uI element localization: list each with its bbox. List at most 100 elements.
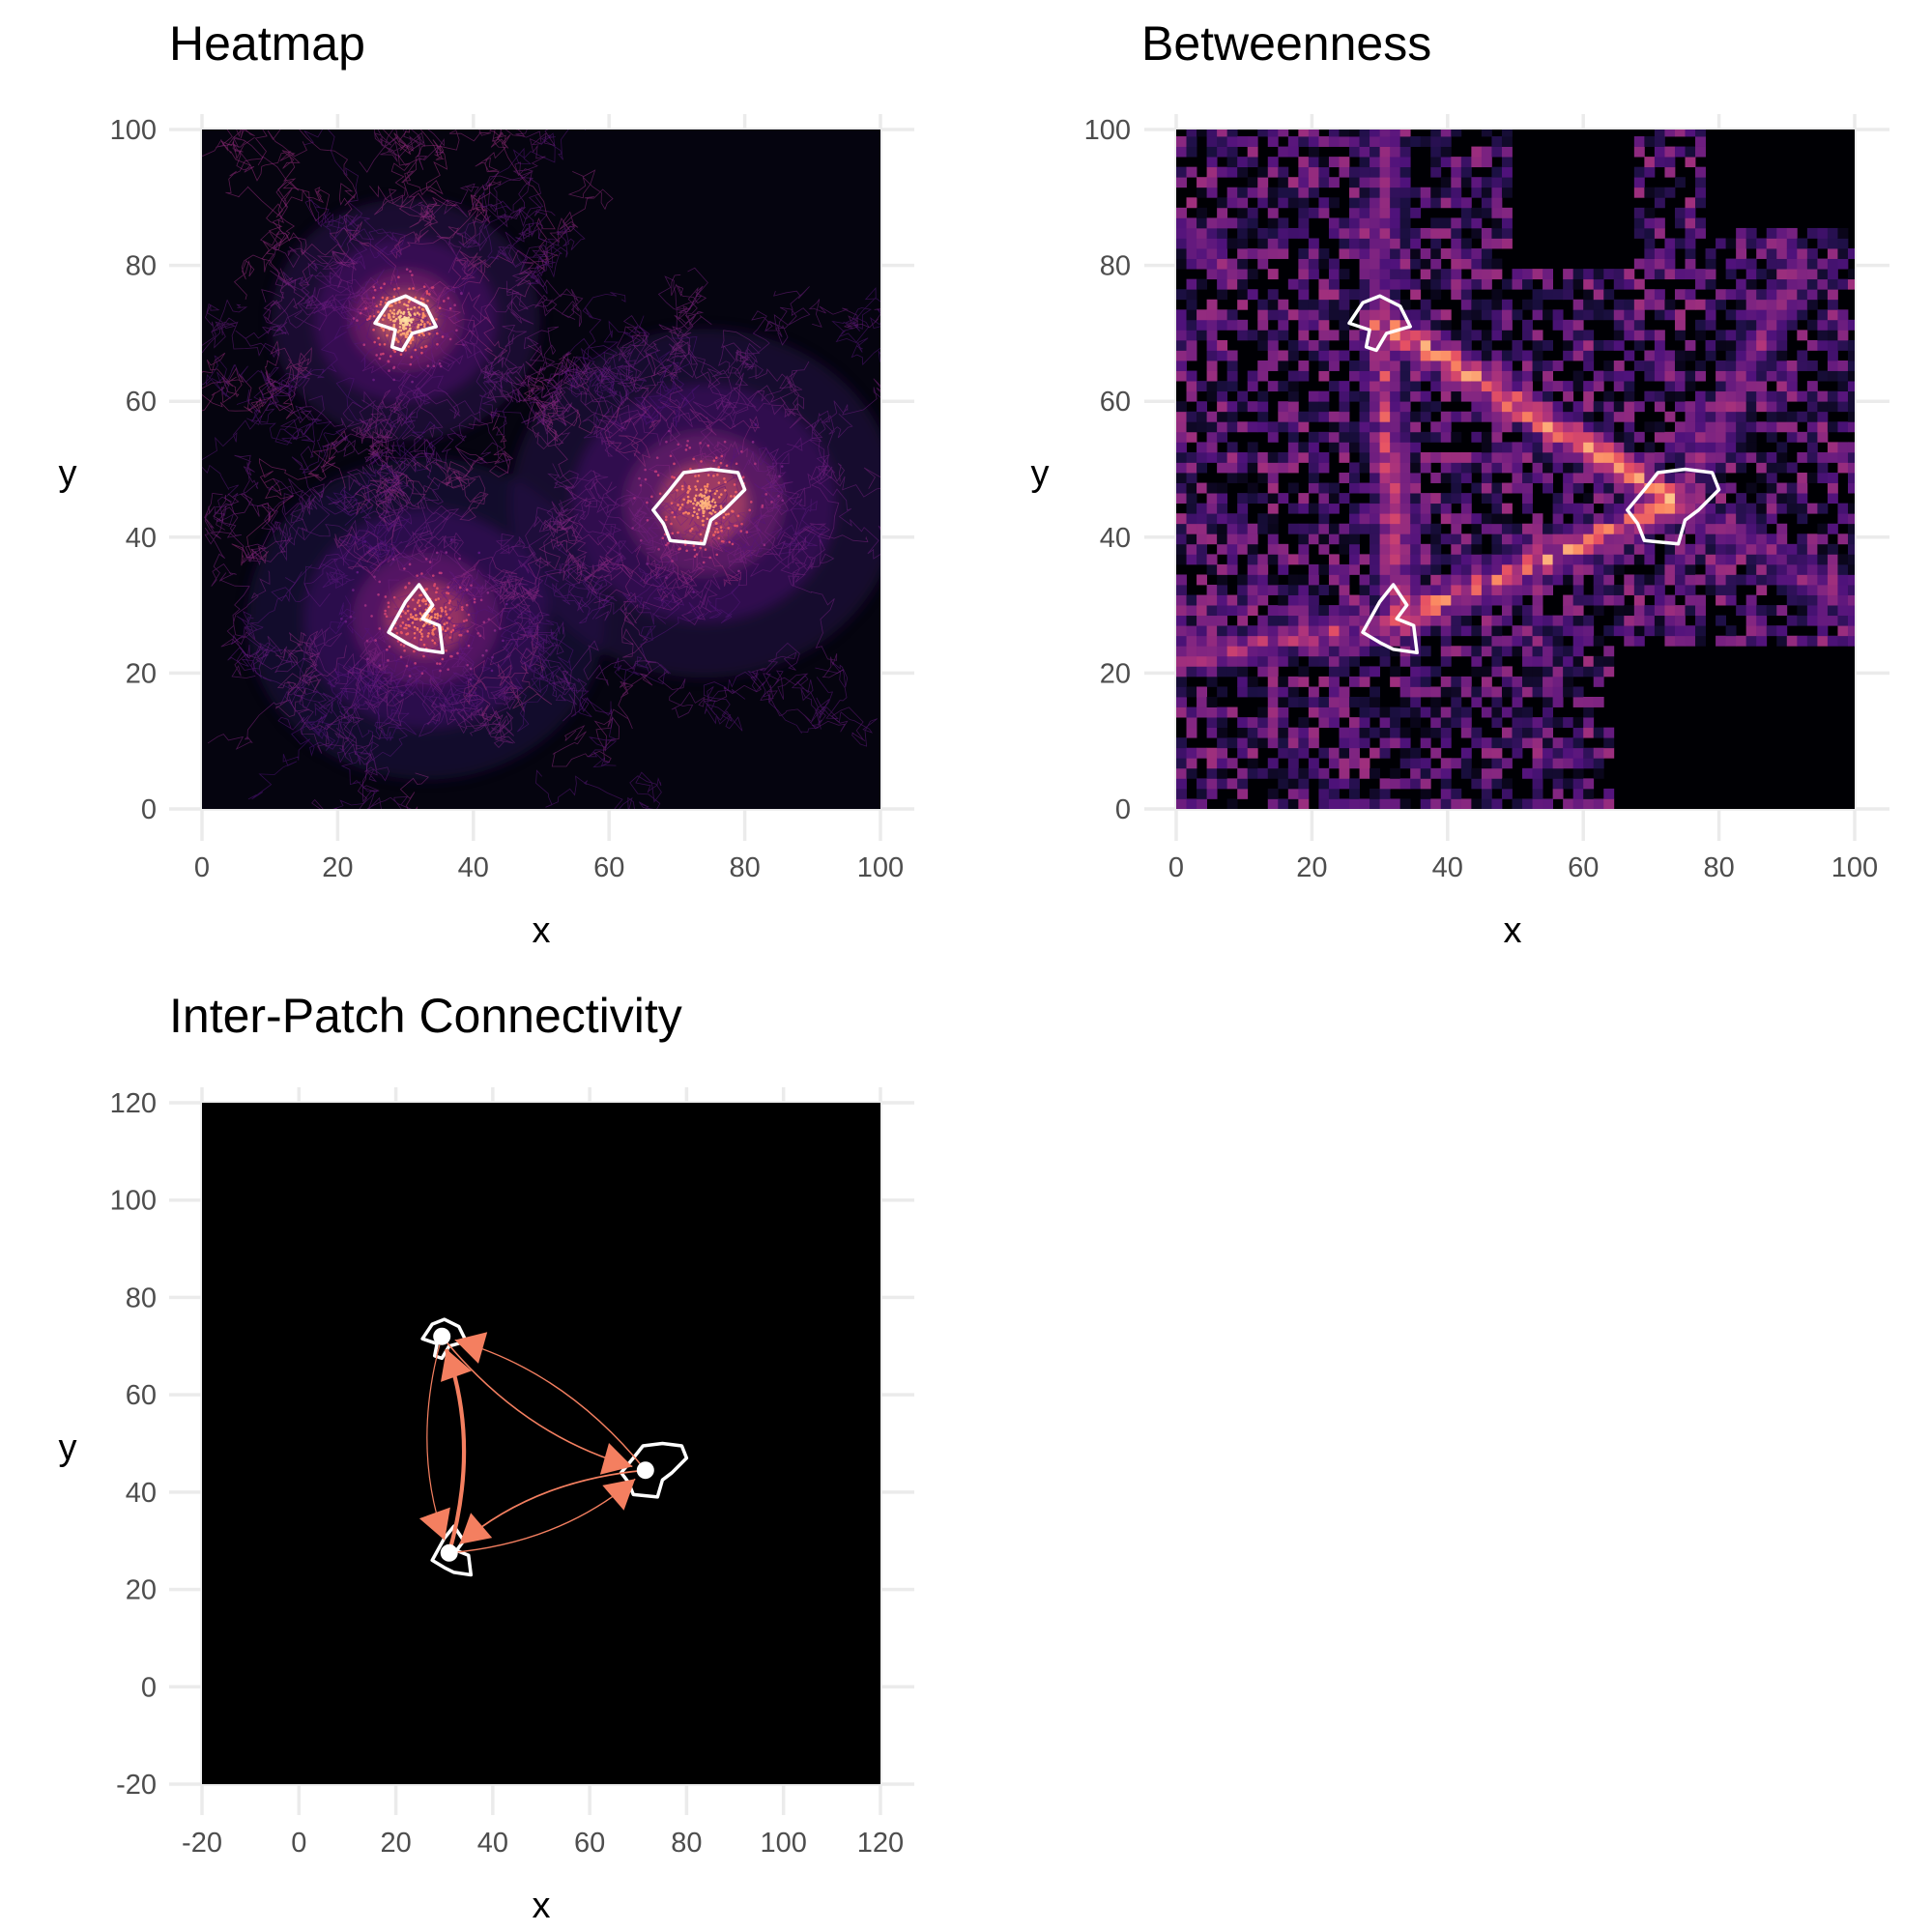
density-speck bbox=[420, 632, 423, 636]
betweenness-cell bbox=[1716, 503, 1727, 514]
betweenness-cell bbox=[1226, 136, 1238, 147]
betweenness-cell bbox=[1410, 778, 1422, 790]
betweenness-cell bbox=[1572, 401, 1584, 413]
density-speck bbox=[683, 543, 687, 546]
y-tick-label: 80 bbox=[126, 251, 157, 282]
betweenness-cell bbox=[1532, 533, 1543, 545]
betweenness-cell bbox=[1349, 727, 1360, 738]
betweenness-cell bbox=[1287, 278, 1299, 290]
betweenness-cell bbox=[1481, 207, 1492, 218]
betweenness-cell bbox=[1287, 197, 1299, 209]
betweenness-cell bbox=[1481, 493, 1492, 505]
betweenness-cell bbox=[1328, 157, 1340, 168]
betweenness-cell bbox=[1837, 585, 1849, 595]
betweenness-cell bbox=[1633, 258, 1645, 270]
betweenness-cell bbox=[1654, 136, 1665, 147]
betweenness-cell bbox=[1705, 533, 1716, 545]
y-axis-label-heatmap: y bbox=[59, 453, 77, 494]
betweenness-cell bbox=[1654, 563, 1665, 575]
betweenness-cell bbox=[1563, 462, 1574, 474]
betweenness-cell bbox=[1827, 339, 1838, 351]
betweenness-cell bbox=[1827, 615, 1838, 626]
betweenness-cell bbox=[1390, 360, 1401, 371]
betweenness-cell bbox=[1328, 217, 1340, 229]
betweenness-cell bbox=[1644, 615, 1656, 626]
betweenness-cell bbox=[1197, 278, 1207, 290]
movement-track bbox=[378, 400, 512, 519]
betweenness-cell bbox=[1532, 370, 1543, 382]
betweenness-cell bbox=[1491, 493, 1503, 505]
betweenness-cell bbox=[1440, 615, 1452, 626]
betweenness-cell bbox=[1817, 523, 1829, 534]
betweenness-cell bbox=[1298, 258, 1310, 270]
betweenness-cell bbox=[1339, 574, 1350, 586]
betweenness-cell bbox=[1206, 421, 1218, 433]
betweenness-cell bbox=[1664, 269, 1676, 280]
betweenness-cell bbox=[1298, 269, 1310, 280]
density-speck bbox=[383, 342, 387, 346]
betweenness-cell bbox=[1410, 319, 1422, 331]
betweenness-cell bbox=[1308, 482, 1319, 494]
density-speck bbox=[422, 643, 426, 647]
betweenness-cell bbox=[1624, 350, 1635, 361]
betweenness-cell bbox=[1318, 166, 1330, 178]
betweenness-cell bbox=[1716, 543, 1727, 555]
betweenness-cell bbox=[1308, 585, 1319, 595]
betweenness-cell bbox=[1460, 390, 1472, 402]
betweenness-cell bbox=[1776, 411, 1788, 422]
betweenness-cell bbox=[1328, 130, 1340, 137]
betweenness-cell bbox=[1766, 330, 1777, 341]
betweenness-cell bbox=[1776, 339, 1788, 351]
betweenness-cell bbox=[1847, 390, 1855, 402]
betweenness-cell bbox=[1471, 646, 1483, 657]
betweenness-cell bbox=[1440, 625, 1452, 637]
betweenness-cell bbox=[1827, 563, 1838, 575]
betweenness-cell bbox=[1206, 655, 1218, 667]
density-speck bbox=[754, 462, 757, 466]
density-speck bbox=[657, 548, 660, 551]
betweenness-cell bbox=[1278, 594, 1289, 606]
betweenness-cell bbox=[1716, 442, 1727, 453]
betweenness-cell bbox=[1644, 442, 1656, 453]
betweenness-cell bbox=[1420, 737, 1431, 749]
density-speck bbox=[413, 636, 417, 640]
betweenness-cell bbox=[1776, 330, 1788, 341]
betweenness-cell bbox=[1705, 503, 1716, 514]
movement-track bbox=[437, 568, 565, 655]
movement-track bbox=[831, 287, 880, 366]
movement-track bbox=[364, 352, 460, 475]
betweenness-cell bbox=[1481, 177, 1492, 188]
betweenness-cell bbox=[1552, 493, 1564, 505]
betweenness-cell bbox=[1410, 442, 1422, 453]
betweenness-cell bbox=[1451, 350, 1462, 361]
betweenness-cell bbox=[1603, 747, 1615, 759]
betweenness-cell bbox=[1491, 166, 1503, 178]
betweenness-cell bbox=[1572, 625, 1584, 637]
betweenness-cell bbox=[1572, 767, 1584, 779]
betweenness-cell bbox=[1644, 248, 1656, 259]
betweenness-cell bbox=[1705, 258, 1716, 270]
density-speck bbox=[408, 287, 411, 291]
betweenness-cell bbox=[1267, 207, 1279, 218]
betweenness-cell bbox=[1217, 319, 1228, 331]
betweenness-cell bbox=[1186, 330, 1197, 341]
betweenness-cell bbox=[1736, 299, 1747, 310]
betweenness-cell bbox=[1654, 360, 1665, 371]
density-speck bbox=[451, 628, 455, 632]
betweenness-cell bbox=[1583, 360, 1595, 371]
density-speck bbox=[398, 301, 401, 303]
betweenness-cell bbox=[1532, 747, 1543, 759]
betweenness-cell bbox=[1370, 697, 1380, 707]
betweenness-cell bbox=[1349, 330, 1360, 341]
betweenness-cell bbox=[1328, 563, 1340, 575]
density-speck bbox=[439, 615, 443, 618]
betweenness-cell bbox=[1399, 278, 1411, 290]
betweenness-cell bbox=[1716, 238, 1727, 249]
betweenness-cell bbox=[1349, 625, 1360, 637]
betweenness-cell bbox=[1471, 594, 1483, 606]
density-speck bbox=[408, 312, 411, 316]
betweenness-cell bbox=[1370, 187, 1380, 198]
betweenness-cell bbox=[1654, 258, 1665, 270]
betweenness-cell bbox=[1501, 727, 1513, 738]
betweenness-cell bbox=[1603, 431, 1615, 443]
